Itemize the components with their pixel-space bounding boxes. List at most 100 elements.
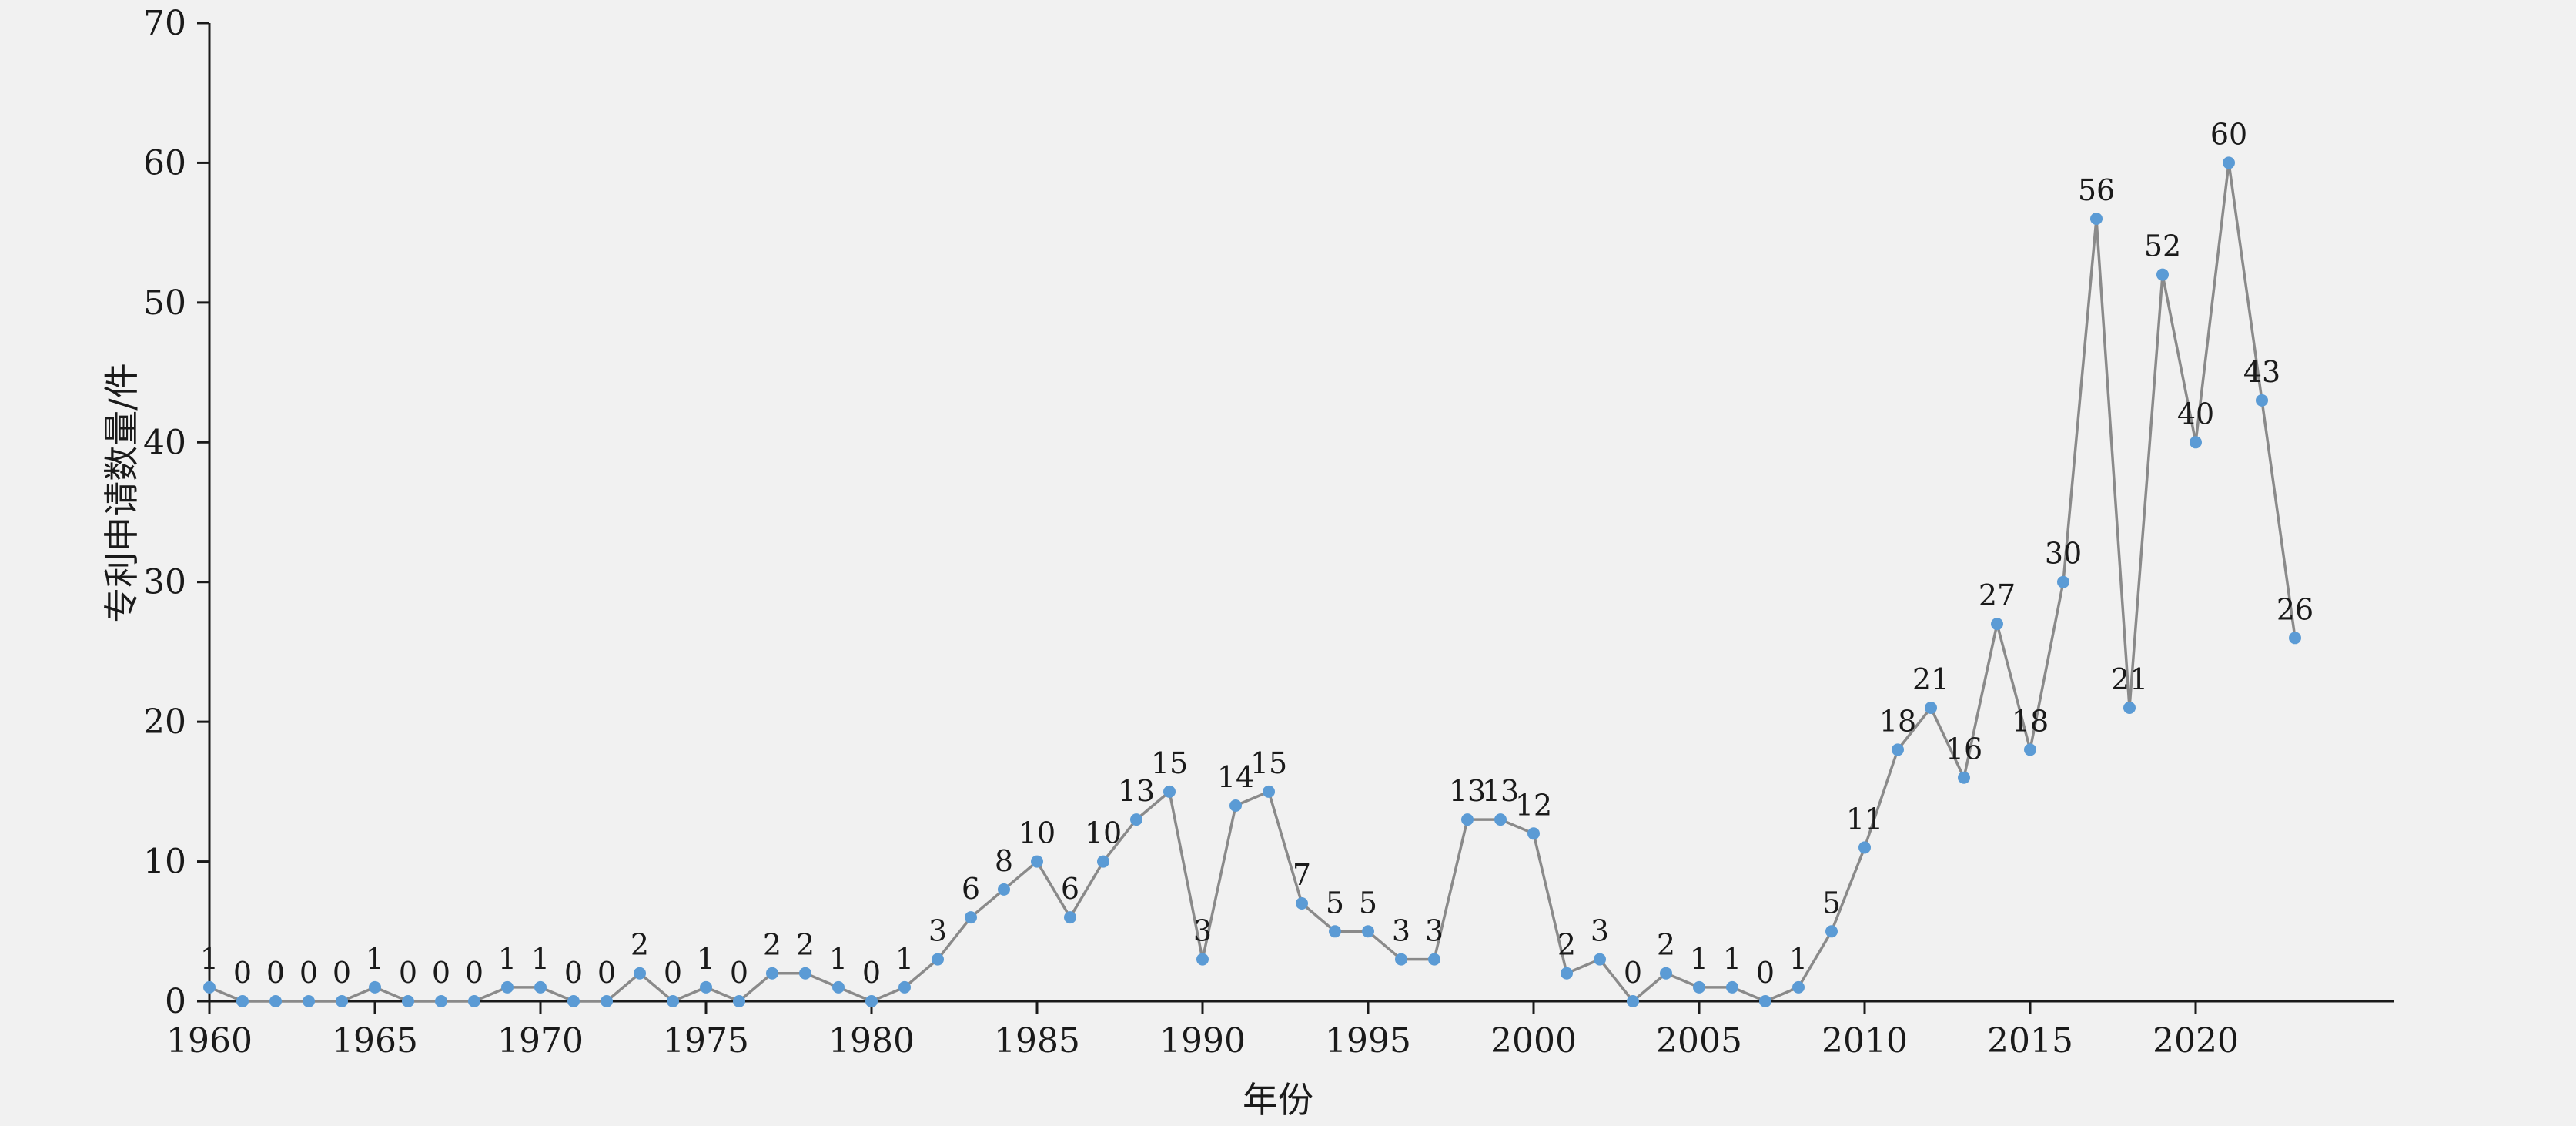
data-point — [1263, 785, 1275, 798]
data-point — [601, 995, 613, 1007]
data-point — [2156, 268, 2169, 281]
data-point — [1329, 925, 1341, 938]
data-point-label: 1 — [697, 942, 715, 976]
data-point-label: 15 — [1250, 746, 1287, 780]
data-point — [1958, 771, 1970, 784]
data-point-label: 5 — [1822, 886, 1841, 920]
data-point — [1627, 995, 1639, 1007]
data-point-label: 0 — [564, 956, 583, 990]
data-point-label: 27 — [1979, 578, 2016, 612]
data-point-label: 2 — [1657, 928, 1675, 962]
y-axis-title: 专利申请数量/件 — [101, 363, 142, 623]
data-point-label: 0 — [597, 956, 616, 990]
data-point-label: 52 — [2144, 230, 2181, 263]
data-point-label: 3 — [1591, 914, 1609, 948]
data-point-label: 13 — [1482, 774, 1519, 808]
data-point-label: 21 — [2111, 662, 2148, 696]
data-point — [799, 967, 811, 980]
data-point-label: 1 — [1789, 942, 1808, 976]
data-point — [1858, 841, 1871, 854]
data-point-label: 2 — [763, 928, 781, 962]
data-point — [1494, 813, 1507, 826]
data-point-label: 1 — [1690, 942, 1708, 976]
y-tick-label: 40 — [143, 423, 186, 462]
data-point — [1428, 953, 1440, 966]
data-point-label: 3 — [928, 914, 947, 948]
data-point-label: 26 — [2277, 592, 2313, 626]
x-tick-label: 2010 — [1822, 1021, 1908, 1061]
data-point-label: 7 — [1293, 858, 1311, 892]
x-tick-label: 1960 — [166, 1021, 253, 1061]
data-point — [203, 980, 216, 994]
data-point — [998, 883, 1010, 896]
data-point — [1527, 827, 1540, 840]
x-axis-title: 年份 — [1243, 1079, 1313, 1121]
data-point — [2289, 632, 2301, 645]
data-point-label: 43 — [2243, 355, 2280, 389]
x-tick-label: 2005 — [1656, 1021, 1742, 1061]
data-point — [700, 980, 712, 994]
data-point-label: 56 — [2078, 173, 2115, 207]
data-point-label: 1 — [498, 942, 517, 976]
data-point-label: 0 — [1756, 956, 1775, 990]
data-point — [1660, 967, 1672, 980]
data-point-label: 3 — [1392, 914, 1410, 948]
data-point — [2024, 743, 2036, 756]
data-point — [369, 980, 381, 994]
data-point — [1097, 855, 1109, 868]
data-point-label: 16 — [1945, 732, 1982, 766]
y-tick-label: 50 — [143, 283, 186, 323]
series-line — [209, 161, 2297, 1003]
data-point-label: 8 — [995, 844, 1013, 878]
data-point-label: 0 — [730, 956, 748, 990]
data-point — [1693, 980, 1705, 994]
data-point — [1561, 967, 1573, 980]
data-point-label: 2 — [1557, 928, 1576, 962]
data-point — [1792, 980, 1805, 994]
data-point — [336, 995, 348, 1007]
y-tick-label: 30 — [143, 563, 186, 602]
data-point-label: 3 — [1425, 914, 1444, 948]
data-point — [2223, 156, 2235, 169]
data-point — [1163, 785, 1176, 798]
y-tick-label: 20 — [143, 702, 186, 742]
x-tick-label: 1970 — [497, 1021, 584, 1061]
data-point — [1196, 953, 1209, 966]
data-point — [236, 995, 249, 1007]
x-tick-label: 1965 — [332, 1021, 418, 1061]
data-point — [1362, 925, 1374, 938]
x-tick-label: 2000 — [1490, 1021, 1577, 1061]
y-tick-label: 70 — [143, 4, 186, 43]
data-point-label: 0 — [299, 956, 318, 990]
x-tick-label: 1985 — [994, 1021, 1080, 1061]
data-point — [1991, 618, 2003, 631]
data-point-label: 3 — [1193, 914, 1212, 948]
data-point — [2123, 702, 2136, 714]
data-point-label: 0 — [862, 956, 881, 990]
data-point — [832, 980, 845, 994]
data-point — [1130, 813, 1142, 826]
data-point — [435, 995, 447, 1007]
data-point-label: 1 — [531, 942, 550, 976]
data-point-label: 14 — [1217, 760, 1254, 794]
x-tick-label: 1990 — [1159, 1021, 1246, 1061]
data-point — [269, 995, 282, 1007]
data-point-label: 0 — [233, 956, 252, 990]
data-point — [667, 995, 679, 1007]
data-point-label: 10 — [1019, 816, 1055, 850]
data-point-label: 13 — [1118, 774, 1155, 808]
data-point-label: 6 — [1061, 872, 1079, 906]
data-point-label: 0 — [1624, 956, 1642, 990]
data-point — [1892, 743, 1904, 756]
data-point-label: 1 — [366, 942, 384, 976]
data-point — [534, 980, 547, 994]
data-point-label: 11 — [1846, 802, 1883, 836]
data-point — [567, 995, 580, 1007]
data-point — [1296, 897, 1308, 910]
data-point — [1461, 813, 1474, 826]
x-tick-label: 2015 — [1987, 1021, 2073, 1061]
data-point — [303, 995, 315, 1007]
data-point — [932, 953, 944, 966]
data-point — [1229, 799, 1242, 812]
data-point-label: 5 — [1326, 886, 1344, 920]
